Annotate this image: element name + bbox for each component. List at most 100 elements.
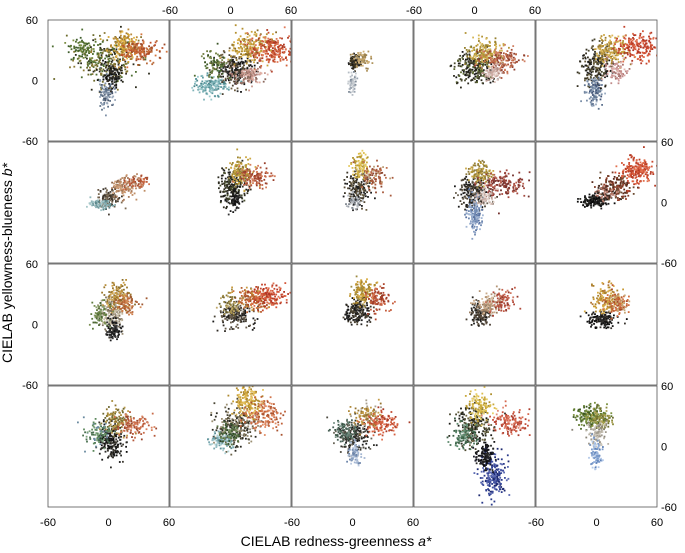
data-point <box>237 42 239 45</box>
data-point <box>478 67 481 69</box>
data-point <box>588 72 591 75</box>
data-point <box>468 75 471 77</box>
data-point <box>246 36 249 38</box>
data-point <box>263 50 265 52</box>
data-point <box>353 83 356 86</box>
data-point <box>231 188 233 191</box>
data-point <box>225 183 228 186</box>
data-point <box>380 172 383 174</box>
data-point <box>493 74 496 76</box>
data-point <box>244 32 247 35</box>
data-point <box>218 81 220 84</box>
data-point <box>491 74 494 77</box>
data-point <box>231 199 233 202</box>
data-point <box>362 174 364 177</box>
data-point <box>208 82 210 85</box>
data-point <box>223 85 226 88</box>
data-point <box>126 70 129 73</box>
data-point <box>463 183 466 186</box>
data-point <box>255 40 258 43</box>
data-point <box>118 36 121 39</box>
data-point <box>102 75 105 78</box>
data-point <box>482 182 485 184</box>
data-point <box>598 40 601 42</box>
data-point <box>215 84 217 86</box>
data-point <box>104 207 107 210</box>
data-point <box>640 36 643 39</box>
data-point <box>472 72 474 75</box>
data-point <box>489 81 492 84</box>
data-point <box>595 70 597 73</box>
data-point <box>591 92 593 94</box>
data-point <box>109 205 112 207</box>
data-point <box>240 82 243 85</box>
data-point <box>597 47 600 50</box>
data-point <box>643 45 646 48</box>
data-point <box>129 58 132 60</box>
data-point <box>231 68 234 71</box>
data-point <box>240 167 242 170</box>
data-point <box>105 114 107 117</box>
data-point <box>149 59 152 62</box>
data-point <box>478 76 480 79</box>
data-point <box>122 49 125 51</box>
data-point <box>352 82 355 85</box>
data-point <box>471 57 474 60</box>
data-point <box>222 168 225 171</box>
data-point <box>597 76 600 79</box>
data-point <box>82 44 85 47</box>
data-point <box>591 78 594 81</box>
data-point <box>636 42 639 45</box>
data-point <box>347 205 350 208</box>
data-point <box>283 46 286 48</box>
data-point <box>349 184 351 187</box>
data-point <box>353 158 356 161</box>
data-point <box>119 189 122 192</box>
data-point <box>619 77 622 79</box>
data-point <box>236 52 239 55</box>
data-point <box>244 173 247 176</box>
data-point <box>102 208 105 211</box>
data-point <box>254 166 257 168</box>
data-point <box>356 171 359 174</box>
data-point <box>467 82 470 85</box>
data-point <box>241 174 244 177</box>
data-point <box>368 182 371 184</box>
data-point <box>103 204 106 207</box>
data-point <box>145 50 148 53</box>
data-point <box>111 181 113 184</box>
data-point <box>200 55 203 58</box>
data-point <box>502 43 505 45</box>
data-point <box>597 63 600 66</box>
data-point <box>634 45 637 48</box>
data-point <box>645 62 648 65</box>
data-point <box>260 72 263 75</box>
data-point <box>464 185 467 188</box>
data-point <box>124 66 126 68</box>
data-point <box>251 178 254 180</box>
data-point <box>102 64 104 66</box>
data-point <box>75 46 78 49</box>
data-point <box>353 57 356 60</box>
data-point <box>165 50 168 53</box>
data-point <box>625 52 628 54</box>
data-point <box>599 66 602 68</box>
data-point <box>221 65 224 68</box>
data-point <box>109 191 112 193</box>
data-point <box>234 172 237 174</box>
data-point <box>613 51 615 54</box>
data-point <box>218 61 221 63</box>
data-point <box>359 188 361 191</box>
data-point <box>130 46 133 49</box>
data-point <box>350 66 353 68</box>
data-point <box>459 59 462 62</box>
data-point <box>366 170 368 173</box>
data-point <box>127 51 130 54</box>
data-point <box>374 175 376 177</box>
data-point <box>628 45 631 48</box>
data-point <box>608 35 611 37</box>
data-point <box>653 46 655 49</box>
data-point <box>479 65 481 68</box>
data-point <box>348 181 351 183</box>
data-point <box>596 54 599 57</box>
